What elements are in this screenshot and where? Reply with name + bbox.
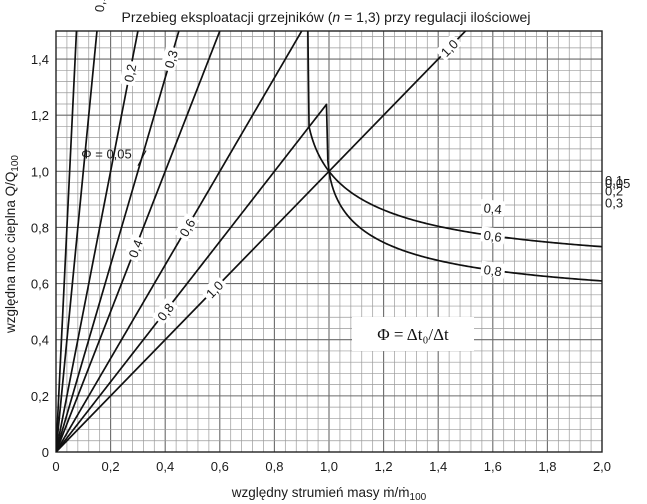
y-tick-label: 0 [42, 445, 49, 460]
x-tick-label: 0 [52, 459, 59, 474]
curve-label-text: 0,1 [92, 0, 109, 13]
curve-label-lower: 0,8 [151, 297, 179, 326]
y-tick-label: 0,6 [31, 277, 49, 292]
curve-label-upper: 0,4 [480, 198, 506, 217]
plot-frame [55, 30, 603, 453]
x-tick-label: 1,6 [484, 459, 502, 474]
chart-title: Przebieg eksploatacji grzejników (n = 1,… [122, 9, 531, 25]
y-axis-title: względna moc cieplna Q/Q100 [3, 155, 21, 334]
curve-label-lower: 0,6 [174, 213, 200, 242]
x-tick-label: 2,0 [593, 459, 611, 474]
curve-label-right: 0,3 [605, 196, 623, 211]
y-tick-label: 0,4 [31, 333, 49, 348]
grid [56, 31, 602, 452]
x-tick-label: 0,6 [211, 459, 229, 474]
curve-label-text: 0,2 [121, 63, 139, 84]
series-line [56, 31, 221, 452]
curve-label-text: 0,4 [483, 200, 503, 217]
y-tick-label: 1,2 [31, 108, 49, 123]
y-tick-label: 1,0 [31, 164, 49, 179]
formula-box: Φ = Δt₀/Δt [352, 317, 474, 351]
plot-border [55, 30, 603, 453]
curve-label-text: 0,3 [161, 48, 180, 70]
y-tick-label: 0,8 [31, 220, 49, 235]
curve-label-upper: 0,6 [479, 226, 506, 245]
series-line [56, 103, 602, 452]
series-line [56, 31, 98, 452]
curve-label-upper: 0,8 [479, 260, 506, 279]
curve-label-right: 0,1 [605, 173, 623, 188]
y-tick-label: 0,2 [31, 389, 49, 404]
curve-label-right: 0,05 [605, 176, 630, 191]
curves [56, 31, 602, 452]
x-tick-label: 0,8 [265, 459, 283, 474]
curve-label-right: 0,2 [605, 184, 623, 199]
curve-label-text: 0,8 [483, 262, 503, 279]
curve-label-text: 0,6 [483, 228, 503, 245]
curve-label-lower: 0,4 [123, 234, 147, 263]
tick-labels: 0 0,2 0,4 0,6 0,8 1,0 1,2 1,4 1,6 1,8 2,0 0 0,2 0,4 0,… [31, 52, 611, 474]
x-tick-label: 1,8 [538, 459, 556, 474]
x-tick-label: 0,2 [102, 459, 120, 474]
phi-leader-line [137, 150, 147, 166]
x-tick-label: 1,4 [429, 459, 447, 474]
y-tick-label: 1,4 [31, 52, 49, 67]
x-axis-title: względny strumień masy ṁ/ṁ100 [231, 485, 427, 503]
curve-label-text: 0,4 [125, 238, 146, 260]
x-tick-label: 1,2 [375, 459, 393, 474]
curve-label-lower: 0,1 [90, 0, 109, 16]
series-line [56, 31, 467, 452]
x-tick-label: 1,0 [320, 459, 338, 474]
series-line [56, 31, 602, 452]
x-tick-label: 0,4 [156, 459, 174, 474]
curve-label-lower: 0,3 [159, 45, 181, 73]
formula-text: Φ = Δt₀/Δt [377, 325, 449, 344]
curve-label-lower: 0,2 [119, 59, 139, 87]
curve-label-phi: Φ = 0,05 [81, 147, 132, 162]
